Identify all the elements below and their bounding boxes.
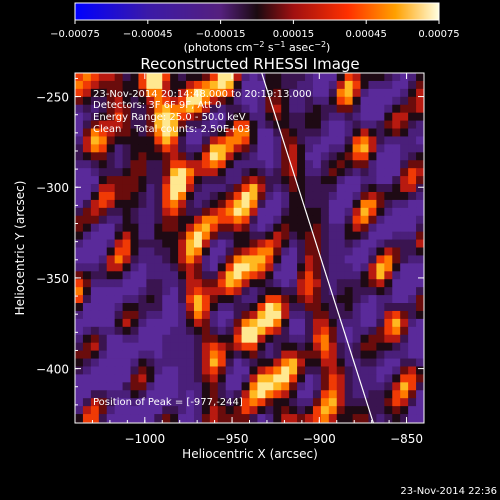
solar-limb-line: [261, 73, 374, 423]
annotation-detectors: Detectors: 3F 6F 9F, Att 0: [93, 100, 221, 111]
y-tick-label: −350: [36, 272, 69, 286]
footer-timestamp: 23-Nov-2014 22:36: [400, 486, 497, 497]
annotation-time-range: 23-Nov-2014 20:14:48.000 to 20:19:13.000: [93, 89, 312, 100]
colorbar: −0.00075 −0.00045 −0.00015 0.00015 0.00045 0.…: [50, 2, 460, 54]
x-tick-label: −900: [303, 432, 336, 446]
y-tick-label: −300: [36, 181, 69, 195]
y-axis-label: Heliocentric Y (arcsec): [13, 181, 27, 316]
colorbar-tick-label: −0.00015: [196, 29, 246, 40]
colorbar-tick-label: −0.00075: [50, 29, 100, 40]
colorbar-tick-label: 0.00045: [346, 29, 387, 40]
y-axis: −250 −300 −350 −400: [36, 77, 424, 406]
annotation-peak: Position of Peak = [-977,-244]: [93, 397, 243, 408]
y-tick-label: −250: [36, 91, 69, 105]
colorbar-tick-label: −0.00045: [123, 29, 173, 40]
x-axis-label: Heliocentric X (arcsec): [182, 447, 318, 461]
plot-area: [75, 73, 424, 423]
x-tick-label: −950: [216, 432, 249, 446]
annotation-block: 23-Nov-2014 20:14:48.000 to 20:19:13.000…: [93, 89, 312, 408]
x-axis: −1000 −950 −900 −850: [91, 73, 423, 446]
colorbar-ticks: −0.00075 −0.00045 −0.00015 0.00015 0.00045 0.…: [50, 20, 460, 40]
colorbar-tick-label: 0.00075: [418, 29, 459, 40]
heatmap-image: [75, 73, 424, 423]
colorbar-gradient: [74, 2, 440, 21]
annotation-energy: Energy Range: 25.0 - 50.0 keV: [93, 112, 246, 123]
y-tick-label: −400: [36, 363, 69, 377]
x-tick-label: −1000: [125, 432, 166, 446]
chart-title: Reconstructed RHESSI Image: [140, 55, 359, 73]
x-tick-label: −850: [390, 432, 423, 446]
annotation-clean: Clean Total counts: 2.50E+03: [93, 124, 250, 135]
colorbar-units: (photons cm−2 s−1 asec−2): [184, 40, 331, 54]
colorbar-tick-label: 0.00015: [273, 29, 314, 40]
